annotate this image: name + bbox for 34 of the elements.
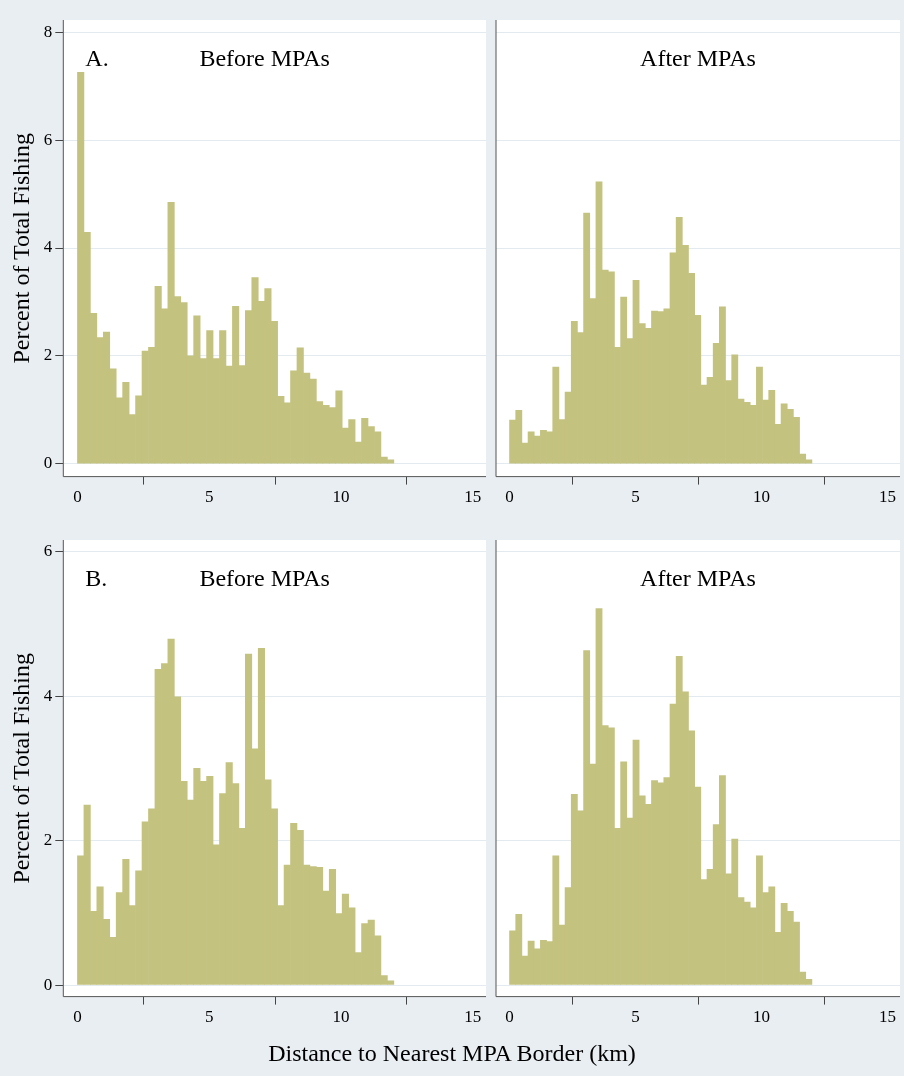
y-axis-title: Percent of Total Fishing [7, 133, 34, 364]
x-tick-label: 15 [464, 487, 482, 507]
x-axis-title: Distance to Nearest MPA Border (km) [267, 1040, 637, 1067]
y-axis-title: Percent of Total Fishing [7, 653, 34, 884]
x-tick-label: 0 [505, 1007, 514, 1027]
text: After MPAs [640, 565, 756, 592]
y-tick-label: 4 [43, 237, 53, 257]
x-tick-label: 5 [205, 1007, 214, 1027]
text: Before MPAs [199, 565, 330, 592]
x-tick-label: 15 [878, 487, 896, 507]
x-tick-label: 0 [73, 487, 82, 507]
y-tick-label: 0 [43, 453, 53, 473]
x-tick-label: 10 [332, 487, 350, 507]
y-tick-label: 0 [43, 974, 53, 994]
x-tick-label: 5 [631, 487, 640, 507]
x-tick-label: 5 [205, 487, 214, 507]
text: After MPAs [640, 45, 756, 72]
x-tick-label: 10 [752, 1007, 770, 1027]
x-tick-label: 0 [73, 1007, 82, 1027]
y-tick-label: 6 [43, 541, 53, 561]
x-tick-label: 15 [464, 1007, 482, 1027]
y-tick-label: 2 [43, 345, 53, 365]
x-tick-label: 5 [631, 1007, 640, 1027]
annotation: A. [85, 45, 109, 72]
x-tick-label: 0 [505, 487, 514, 507]
text: Before MPAs [199, 45, 330, 72]
annotation: B. [85, 565, 108, 592]
y-tick-label: 2 [43, 830, 53, 850]
y-tick-label: 8 [43, 21, 53, 41]
x-tick-label: 10 [332, 1007, 350, 1027]
y-tick-label: 6 [43, 129, 53, 149]
x-tick-label: 15 [878, 1007, 896, 1027]
x-tick-label: 10 [752, 487, 770, 507]
y-tick-label: 4 [43, 685, 53, 705]
